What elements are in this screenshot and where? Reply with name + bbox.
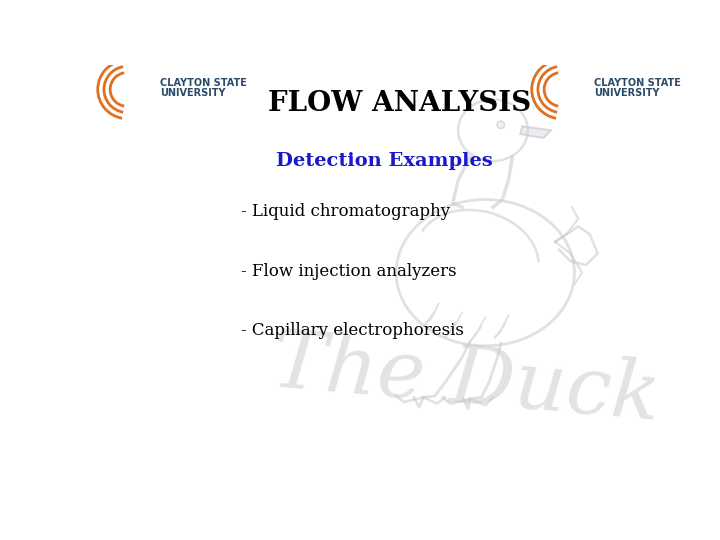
- Text: UNIVERSITY: UNIVERSITY: [594, 88, 660, 98]
- Text: CLAYTON STATE: CLAYTON STATE: [160, 78, 247, 87]
- Text: - Flow injection analyzers: - Flow injection analyzers: [241, 262, 456, 280]
- Text: UNIVERSITY: UNIVERSITY: [160, 88, 225, 98]
- Text: Detection Examples: Detection Examples: [276, 152, 492, 170]
- Polygon shape: [520, 126, 551, 138]
- Circle shape: [497, 121, 505, 129]
- Text: CLAYTON STATE: CLAYTON STATE: [594, 78, 680, 87]
- Text: - Capillary electrophoresis: - Capillary electrophoresis: [241, 322, 464, 339]
- Text: The Duck: The Duck: [269, 325, 662, 436]
- Text: - Liquid chromatography: - Liquid chromatography: [241, 202, 450, 220]
- Text: FLOW ANALYSIS: FLOW ANALYSIS: [269, 90, 531, 117]
- Circle shape: [498, 123, 503, 127]
